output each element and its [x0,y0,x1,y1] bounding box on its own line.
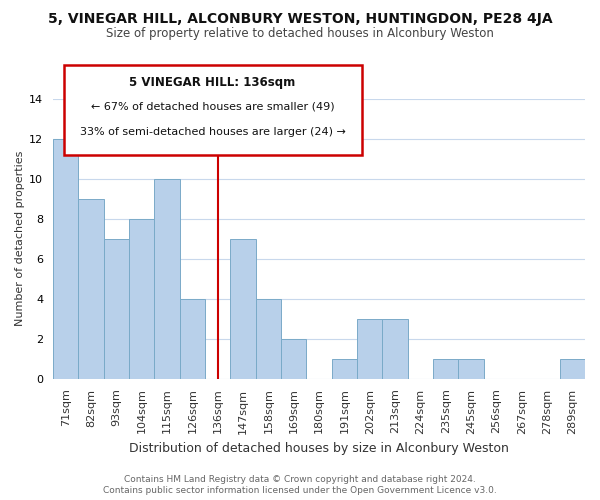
Text: Contains HM Land Registry data © Crown copyright and database right 2024.: Contains HM Land Registry data © Crown c… [124,475,476,484]
Bar [79,198,104,379]
Bar [281,339,307,379]
Bar [256,299,281,379]
Bar [458,359,484,379]
Bar [179,299,205,379]
Bar [560,359,585,379]
Text: Size of property relative to detached houses in Alconbury Weston: Size of property relative to detached ho… [106,28,494,40]
Y-axis label: Number of detached properties: Number of detached properties [15,151,25,326]
Bar [154,178,179,379]
Bar [382,319,407,379]
Text: Contains public sector information licensed under the Open Government Licence v3: Contains public sector information licen… [103,486,497,495]
Bar [433,359,458,379]
Text: 5, VINEGAR HILL, ALCONBURY WESTON, HUNTINGDON, PE28 4JA: 5, VINEGAR HILL, ALCONBURY WESTON, HUNTI… [47,12,553,26]
Bar [104,239,129,379]
Bar [53,138,79,379]
Bar [332,359,357,379]
Text: 33% of semi-detached houses are larger (24) →: 33% of semi-detached houses are larger (… [80,126,346,136]
Bar [357,319,382,379]
Bar [230,239,256,379]
Text: ← 67% of detached houses are smaller (49): ← 67% of detached houses are smaller (49… [91,102,334,112]
Text: 5 VINEGAR HILL: 136sqm: 5 VINEGAR HILL: 136sqm [130,76,296,90]
FancyBboxPatch shape [64,65,362,154]
X-axis label: Distribution of detached houses by size in Alconbury Weston: Distribution of detached houses by size … [129,442,509,455]
Bar [129,219,154,379]
